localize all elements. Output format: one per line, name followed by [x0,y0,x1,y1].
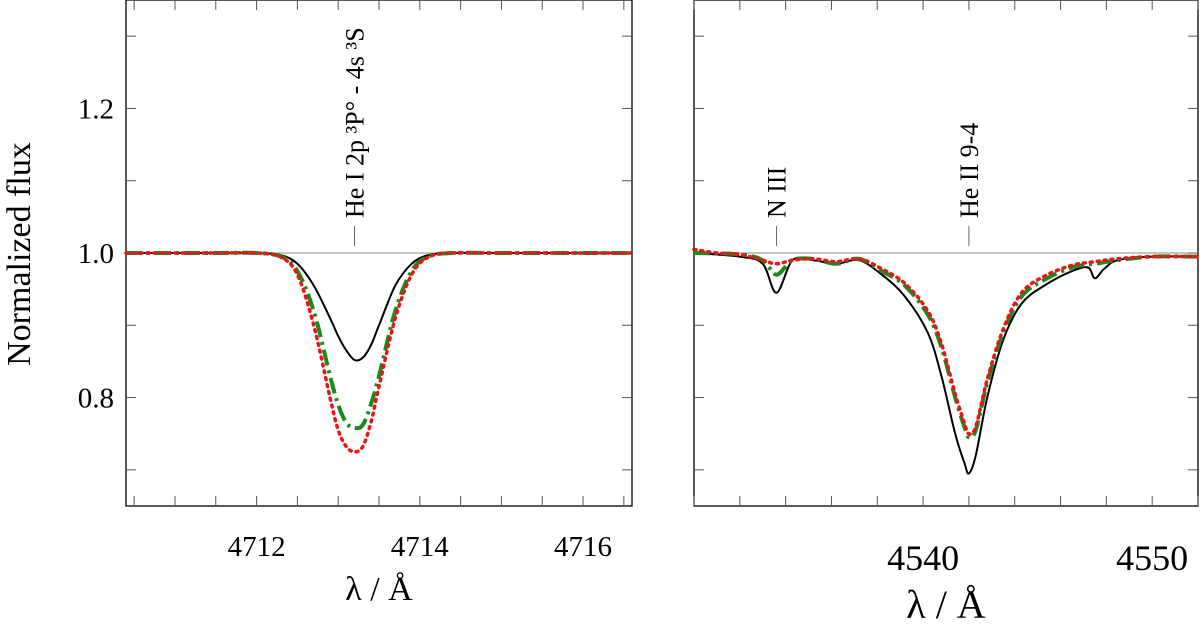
panel-right-annotations: N III He II 9-4 [762,123,984,246]
x-tick-label: 4714 [391,531,450,563]
x-tick-label: 4712 [228,531,286,563]
line-id-label: N III [762,167,791,218]
series-line-dotted [124,250,634,454]
line-id-label: He I 2p ³P° - 4s ³S [341,27,370,218]
panel-left: 0.8 1.0 1.2 4712 4714 4716 He I 2p ³P° - 4s ³… [78,0,634,608]
line-id-label: He II 9-4 [955,123,984,218]
y-tick-label: 0.8 [78,383,114,415]
y-tick-label: 1.2 [78,93,114,125]
series-line-dashdot [126,250,632,431]
y-axis-label: Normalized flux [1,142,38,366]
panel-left-annotations: He I 2p ³P° - 4s ³S [341,27,370,246]
y-tick-label: 1.0 [78,238,114,270]
x-tick-label: 4540 [887,538,959,578]
panel-right-ticks: 4540 4550 [693,0,1199,578]
panel-right: 4540 4550 N III He II 9-4 λ / Å [692,0,1200,627]
series-line-dotted [692,247,1200,436]
panel-left-series [124,250,634,454]
x-tick-label: 4716 [554,531,612,563]
x-tick-label: 4550 [1116,538,1188,578]
panel-right-x-axis-label: λ / Å [906,582,986,627]
panel-left-ticks: 0.8 1.0 1.2 4712 4714 4716 [78,0,632,563]
panel-left-x-axis-label: λ / Å [345,571,413,608]
panel-right-series [692,247,1200,475]
series-line-solid [126,251,632,362]
series-line-dashdot [693,251,1199,440]
